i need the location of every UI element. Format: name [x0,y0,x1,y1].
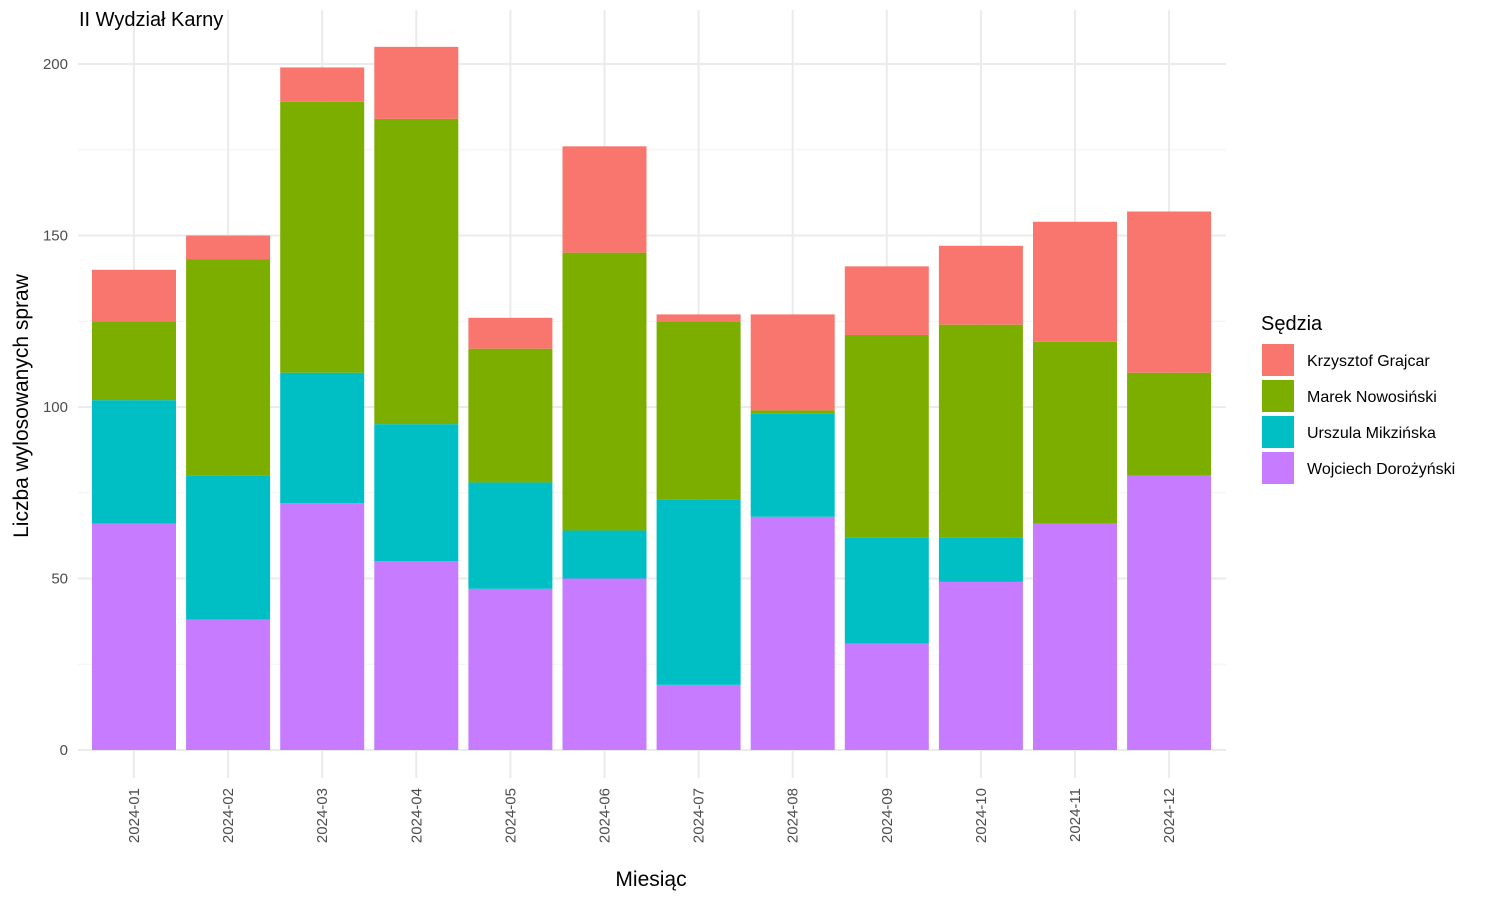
bar-segment [374,424,459,562]
bar-segment [938,537,1023,582]
bar-segment [938,324,1023,538]
bar-segment [562,252,647,531]
bar-segment [750,314,835,411]
x-tick-label: 2024-10 [973,788,990,843]
bar-segment [938,581,1023,750]
x-tick-label: 2024-12 [1161,788,1178,843]
bar-segment [92,400,176,524]
legend-key [1262,380,1294,412]
bar-segment [1033,221,1117,342]
legend: Sędzia Krzysztof Grajcar Marek Nowosiński… [1261,313,1455,484]
bar-segment [374,118,459,425]
legend-items: Krzysztof Grajcar Marek Nowosiński Urszula… [1262,344,1455,484]
bar-segment [1127,475,1212,750]
x-axis-title: Miesiąc [615,868,686,891]
bar-segment [92,523,176,750]
legend-label: Marek Nowosiński [1307,389,1437,406]
x-tick-label: 2024-02 [220,788,237,843]
bar-segment [656,684,741,750]
bar-segment [1033,523,1117,750]
x-tick-label: 2024-03 [314,788,331,843]
bar-segment [186,475,271,620]
legend-label: Urszula Mikzińska [1307,425,1436,442]
bar-segment [374,46,459,119]
y-axis-title: Liczba wylosowanych spraw [10,273,33,538]
bar-segment [656,314,741,322]
legend-key [1262,416,1294,448]
x-tick-label: 2024-06 [597,788,614,843]
legend-key [1262,344,1294,376]
bar-segment [844,334,929,538]
bar-segment [468,588,553,750]
x-tick-label: 2024-04 [408,788,425,843]
bar-segment [280,67,365,102]
x-tick-label: 2024-09 [879,788,896,843]
bar-segment [1033,341,1117,524]
y-tick-label: 0 [60,742,68,759]
bar-segment [562,530,647,579]
bar-segment [280,101,365,373]
y-tick-label: 150 [43,228,68,245]
y-tick-label: 100 [43,399,68,416]
bar-segment [1127,211,1212,373]
y-tick-label: 200 [43,56,68,73]
x-tick-label: 2024-07 [691,788,708,843]
x-axis-ticks: 2024-01 2024-02 2024-03 2024-04 2024-05 2024-… [126,788,1178,843]
bar-segment [750,413,835,517]
x-tick-label: 2024-01 [126,788,143,843]
bar-segment [468,317,553,349]
bar-segment [374,561,459,750]
bar-segment [186,619,271,750]
bar-segment [280,372,365,504]
bar-segment [562,146,647,253]
bars [92,46,1212,750]
bar-segment [938,245,1023,325]
x-tick-label: 2024-11 [1067,788,1084,842]
bar-segment [280,503,365,750]
x-tick-label: 2024-05 [502,788,519,843]
bar-segment [844,537,929,644]
y-axis-ticks: 0 50 100 150 200 [43,56,68,759]
bar-segment [92,269,176,322]
chart-title: II Wydział Karny [79,9,223,31]
x-tick-label: 2024-08 [785,788,802,843]
bar-segment [468,348,553,483]
bar-segment [92,321,176,401]
y-tick-label: 50 [51,571,68,588]
bar-segment [562,578,647,750]
legend-key [1262,452,1294,484]
bar-segment [656,321,741,500]
bar-segment [1127,372,1212,476]
legend-label: Wojciech Dorożyński [1307,461,1455,478]
bar-segment [750,410,835,414]
bar-segment [468,482,553,589]
bar-segment [186,259,271,476]
bar-segment [656,499,741,685]
bar-segment [844,266,929,335]
bar-segment [186,235,271,260]
bar-segment [844,643,929,750]
bar-segment [750,516,835,750]
legend-title: Sędzia [1261,313,1323,335]
legend-label: Krzysztof Grajcar [1307,353,1430,370]
